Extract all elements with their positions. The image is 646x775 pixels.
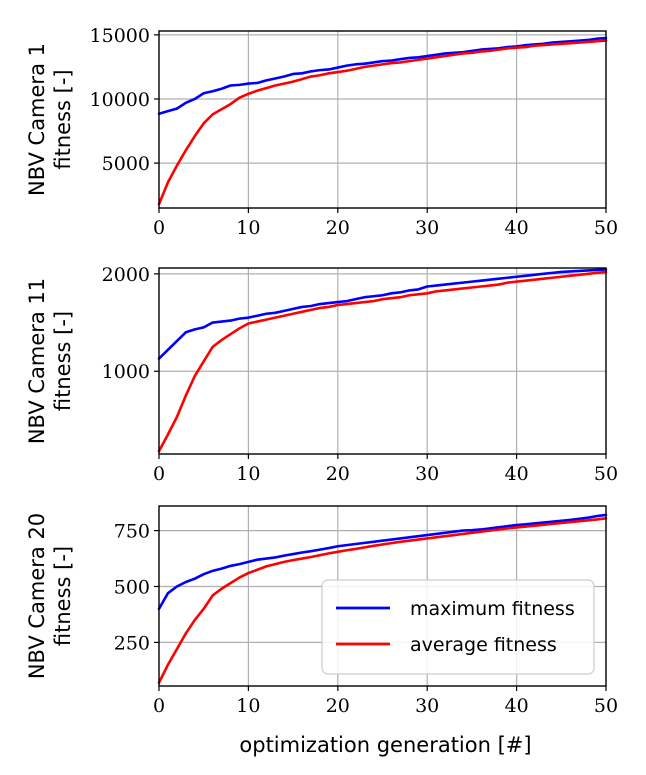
y-axis-label: NBV Camera 20: [25, 513, 49, 679]
y-tick-label: 2000: [102, 264, 150, 286]
subplot-1: 0 10 20 30 40 50 5000 10000 15000 NBV Camera 1 fit…: [25, 25, 618, 239]
legend-label: maximum fitness: [410, 598, 575, 620]
y-axis-label: fitness [-]: [51, 69, 75, 169]
y-tick-label: 750: [114, 521, 150, 543]
y-tick-label: 250: [114, 632, 150, 654]
y-axis-label: fitness [-]: [51, 311, 75, 411]
subplot-2: 0 10 20 30 40 50 1000 2000 NBV Camera 11 fitness …: [25, 264, 618, 485]
series-line-maximum-fitness: [157, 268, 608, 360]
x-tick-label: 40: [505, 217, 529, 239]
y-tick-label: 10000: [90, 89, 150, 111]
x-tick-label: 40: [505, 463, 529, 485]
x-tick-label: 40: [505, 695, 529, 717]
plot-frame: [158, 30, 607, 209]
y-axis-label: NBV Camera 11: [25, 278, 49, 444]
y-tick-label: 5000: [102, 153, 150, 175]
legend-box: [321, 579, 595, 675]
plot-frame: [158, 267, 607, 455]
x-tick-label: 0: [153, 695, 165, 717]
legend: maximum fitness average fitness: [321, 579, 595, 675]
x-tick-label: 30: [415, 217, 439, 239]
y-axis-label: fitness [-]: [51, 546, 75, 646]
series-line-average-fitness: [157, 39, 608, 206]
x-tick-label: 0: [153, 217, 165, 239]
y-tick-label: 1000: [102, 361, 150, 383]
y-tick-label: 500: [114, 576, 150, 598]
x-tick-label: 50: [594, 463, 618, 485]
x-tick-label: 50: [594, 217, 618, 239]
x-tick-label: 30: [415, 695, 439, 717]
x-tick-label: 10: [236, 463, 260, 485]
plot-frame: [158, 505, 607, 687]
x-tick-label: 0: [153, 463, 165, 485]
y-axis-label: NBV Camera 1: [25, 43, 49, 196]
x-tick-label: 20: [326, 695, 350, 717]
series-line-maximum-fitness: [157, 513, 608, 611]
legend-label: average fitness: [410, 634, 557, 656]
x-tick-label: 30: [415, 463, 439, 485]
x-tick-label: 20: [326, 217, 350, 239]
series-line-average-fitness: [157, 516, 608, 684]
x-tick-label: 10: [236, 695, 260, 717]
x-tick-label: 50: [594, 695, 618, 717]
x-tick-label: 10: [236, 217, 260, 239]
x-tick-label: 20: [326, 463, 350, 485]
subplot-3: 0 10 20 30 40 50 250 500 750 NBV Camera 20 fitness…: [25, 505, 618, 717]
series-line-maximum-fitness: [157, 36, 608, 116]
y-tick-label: 15000: [90, 25, 150, 47]
x-axis-label: optimization generation [#]: [239, 733, 531, 757]
series-line-average-fitness: [157, 270, 608, 453]
